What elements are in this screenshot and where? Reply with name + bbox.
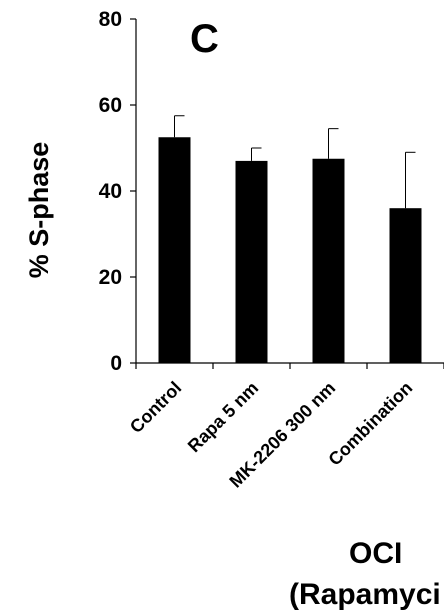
bar	[312, 158, 345, 363]
y-axis: 0 20 40 60 80	[99, 8, 137, 375]
panel-label: C	[190, 17, 219, 61]
y-tick-label: 0	[110, 352, 122, 375]
y-tick-label: 80	[99, 8, 122, 31]
y-tick-label: 40	[99, 180, 122, 203]
bar	[389, 208, 422, 363]
bar	[158, 137, 191, 363]
x-axis-title-line-2: (Rapamyci	[289, 578, 441, 611]
y-axis-title: % S-phase	[24, 142, 54, 279]
y-tick-label: 60	[99, 94, 122, 117]
error-bars	[174, 115, 416, 209]
x-axis-title-line-1: OCI	[349, 537, 402, 570]
x-axis	[135, 362, 444, 369]
bars	[158, 137, 422, 363]
y-tick-label: 20	[99, 266, 122, 289]
bar	[235, 160, 268, 363]
x-tick-label: Control	[126, 378, 185, 437]
x-tick-label: Rapa 5 nm	[184, 378, 263, 457]
